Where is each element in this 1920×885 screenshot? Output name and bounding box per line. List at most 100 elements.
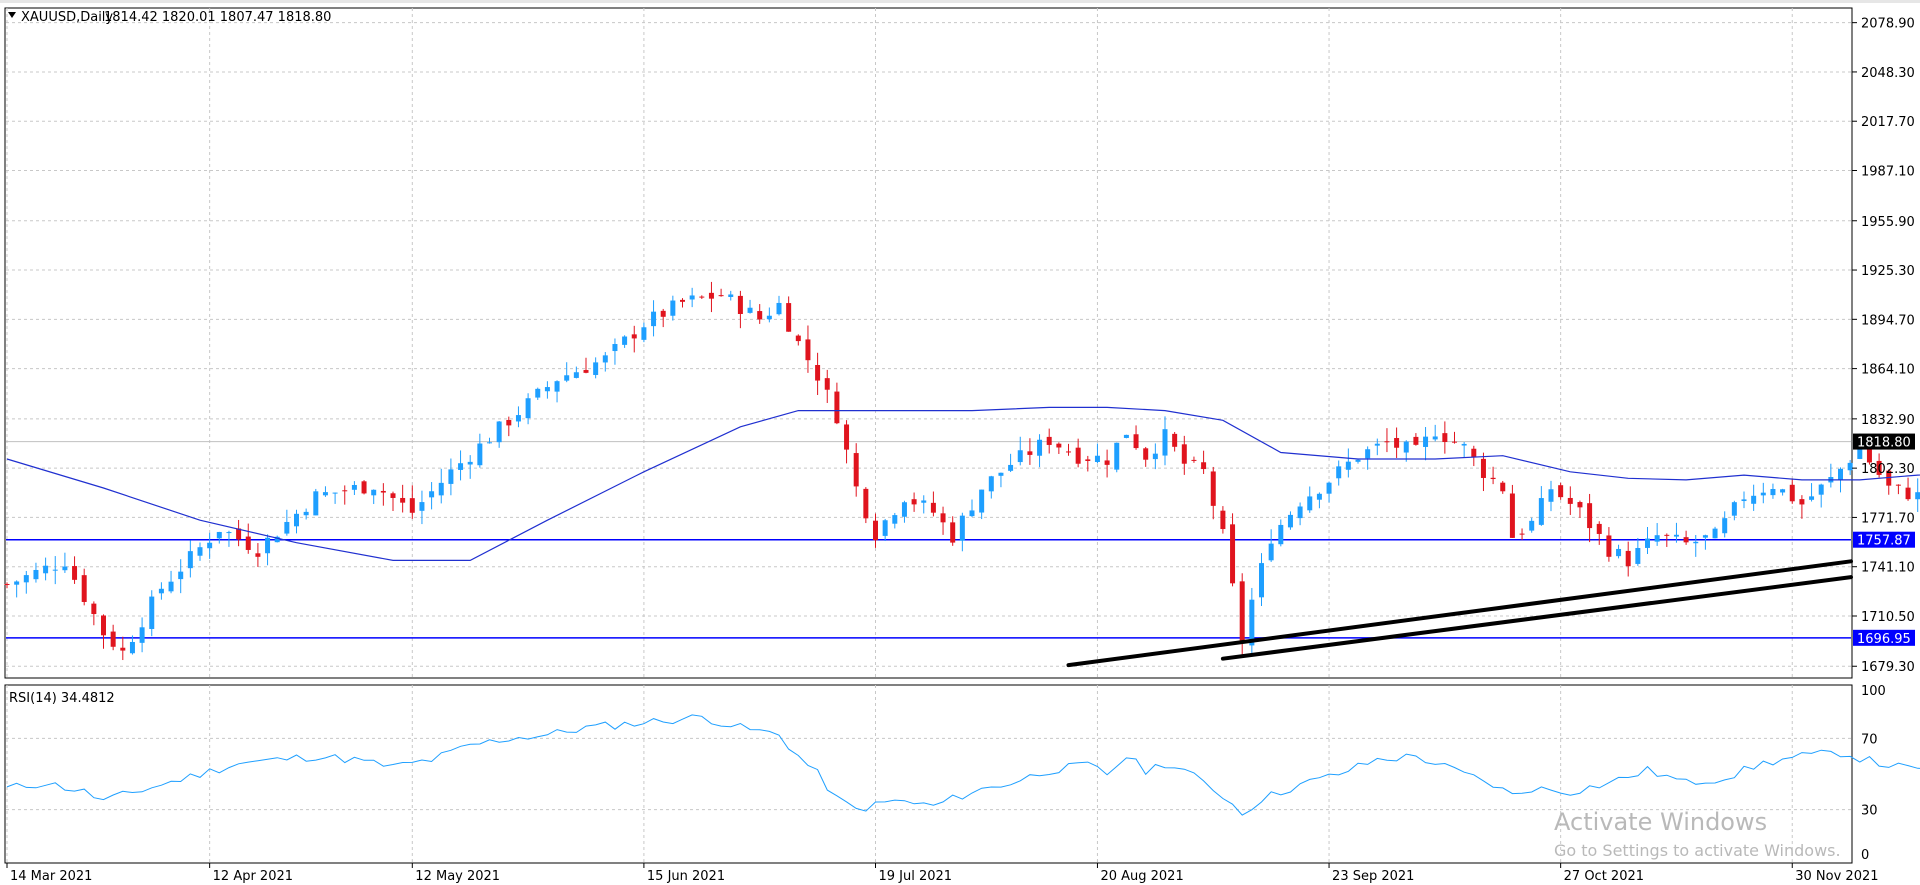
candle-bull — [1693, 541, 1699, 544]
candle-bear — [1413, 436, 1419, 445]
candle-bear — [255, 553, 261, 557]
candle-bull — [207, 542, 213, 549]
candle-bull — [371, 489, 377, 496]
candle-bull — [1818, 484, 1824, 495]
level-price-box — [1853, 531, 1915, 548]
rsi-series-line — [6, 714, 1920, 816]
candle-bear — [1596, 523, 1602, 534]
candle-bull — [1297, 506, 1303, 519]
candle-bull — [1094, 455, 1100, 462]
price-tick-label: 2078.90 — [1861, 17, 1915, 32]
candle-bull — [1751, 495, 1757, 504]
price-panel[interactable] — [4, 7, 1920, 679]
candle-bear — [1866, 447, 1872, 463]
candle-bull — [1548, 489, 1554, 502]
candle-bear — [506, 419, 512, 426]
top-strip — [0, 0, 1920, 3]
candle-bull — [284, 521, 290, 534]
candle-bull — [158, 588, 164, 594]
candle-bear — [1143, 448, 1149, 460]
price-tick-label: 1955.90 — [1861, 215, 1915, 230]
price-tick-label: 1925.30 — [1861, 264, 1915, 279]
candle-bull — [1259, 563, 1264, 598]
candle-bull — [178, 571, 184, 580]
candle-bull — [1316, 493, 1322, 500]
candle-bear — [1046, 436, 1052, 445]
candle-bull — [1403, 441, 1409, 453]
candle-bull — [921, 500, 927, 503]
candlesticks — [4, 281, 1920, 661]
candle-bull — [33, 569, 39, 580]
candle-bull — [882, 520, 888, 536]
date-tick-label: 23 Sep 2021 — [1332, 869, 1414, 884]
candle-bear — [245, 536, 251, 550]
candle-bull — [303, 511, 309, 516]
candle-bull — [496, 421, 502, 443]
price-tick-label: 1864.10 — [1861, 363, 1915, 378]
candle-bull — [1722, 518, 1728, 534]
candle-bear — [737, 295, 743, 314]
candle-bear — [409, 498, 415, 513]
candle-bull — [1162, 429, 1168, 456]
candle-bull — [294, 513, 299, 527]
level-price-box — [1853, 629, 1915, 646]
candle-bear — [342, 490, 348, 492]
price-grid — [6, 8, 1851, 678]
candle-bull — [467, 461, 473, 465]
candle-bull — [1616, 548, 1622, 557]
candle-bull — [1432, 436, 1438, 440]
candle-bull — [1654, 535, 1660, 542]
rsi-panel[interactable] — [4, 684, 1920, 864]
candle-bull — [43, 565, 49, 574]
candle-bull — [52, 569, 58, 571]
candle-bull — [429, 491, 435, 498]
collapse-triangle-icon[interactable] — [8, 12, 16, 18]
candle-bear — [1239, 581, 1245, 644]
candle-bull — [129, 641, 135, 654]
candle-bull — [1345, 461, 1351, 470]
candle-bear — [873, 520, 878, 541]
price-tick-label: 1741.10 — [1861, 561, 1915, 576]
candle-bull — [1152, 453, 1158, 460]
candle-bull — [216, 531, 222, 539]
candle-bear — [1027, 451, 1033, 455]
candle-bull — [226, 532, 232, 534]
candle-bull — [1249, 599, 1255, 646]
trendline — [1220, 575, 1853, 661]
candle-bear — [680, 299, 685, 302]
candle-bull — [1847, 462, 1853, 471]
candle-bear — [91, 603, 97, 615]
candle-bull — [1287, 514, 1293, 528]
candle-bear — [815, 364, 821, 381]
candle-bull — [332, 492, 338, 494]
candle-bull — [969, 510, 975, 517]
candle-bull — [1461, 443, 1467, 446]
candle-bull — [187, 551, 193, 569]
date-tick-label: 20 Aug 2021 — [1100, 869, 1183, 884]
candle-bull — [689, 295, 695, 300]
candle-bull — [1741, 499, 1747, 502]
rsi-tick-label: 0 — [1861, 848, 1869, 863]
candle-bear — [1480, 458, 1486, 478]
candle-bear — [1664, 534, 1670, 536]
last-price-box — [1853, 433, 1915, 450]
date-axis: 14 Mar 2021 12 Apr 2021 12 May 2021 15 Jun … — [6, 863, 1879, 884]
candle-bull — [458, 463, 464, 470]
last-price-label: 1818.80 — [1857, 436, 1911, 451]
candle-bull — [747, 307, 753, 313]
candle-bull — [959, 515, 965, 541]
candle-bear — [1442, 433, 1448, 443]
candle-bull — [1336, 466, 1342, 479]
candle-bear — [1471, 448, 1477, 458]
ohlc-label: 1814.42 1820.01 1807.47 1818.80 — [104, 10, 331, 25]
candle-bull — [525, 398, 531, 419]
moving-average-line — [6, 406, 1920, 562]
candle-bear — [708, 292, 714, 299]
candle-bull — [1702, 535, 1708, 538]
candle-bull — [438, 482, 444, 496]
candle-bull — [979, 489, 985, 513]
candle-bull — [1355, 459, 1361, 462]
candle-bull — [265, 537, 271, 554]
